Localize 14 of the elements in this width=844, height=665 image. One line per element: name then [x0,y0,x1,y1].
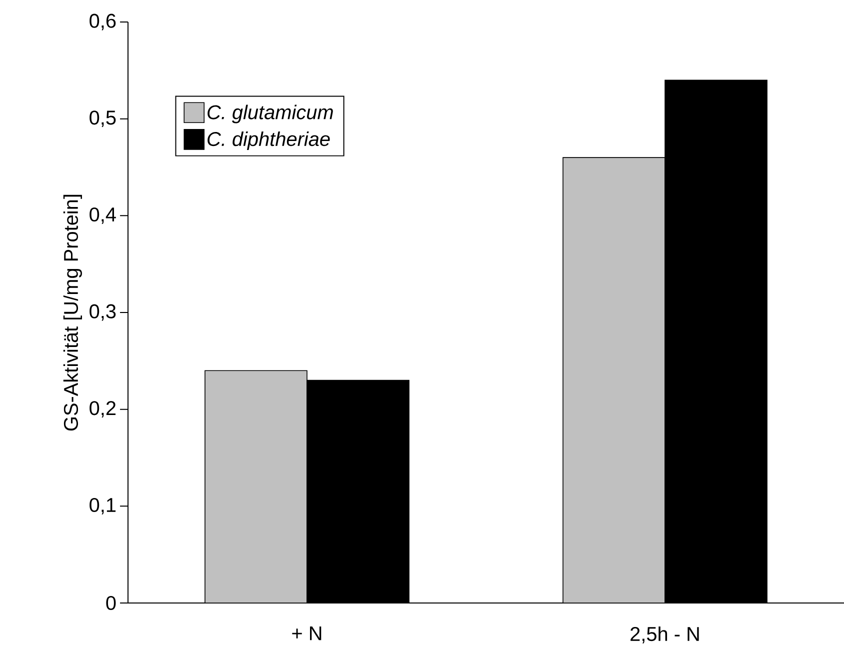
bar [204,370,308,603]
y-tick-label: 0,4 [90,207,116,224]
legend-label: C. glutamicum [208,104,333,124]
x-tick-label: 2,5h - N [630,626,699,644]
y-tick-label: 0,3 [90,304,116,321]
y-axis-title: GS-Aktivität [U/mg Protein] [63,194,82,431]
y-tick-label: 0,6 [90,14,116,30]
y-tick-label: 0,1 [90,498,116,514]
y-tick-label: 0,2 [90,401,116,418]
y-tick-label: 0 [106,596,116,610]
x-tick-label: + N [292,626,322,640]
legend-label: C. diphtheriae [208,131,330,150]
bar [562,157,666,603]
y-tick-label: 0,5 [90,110,116,128]
